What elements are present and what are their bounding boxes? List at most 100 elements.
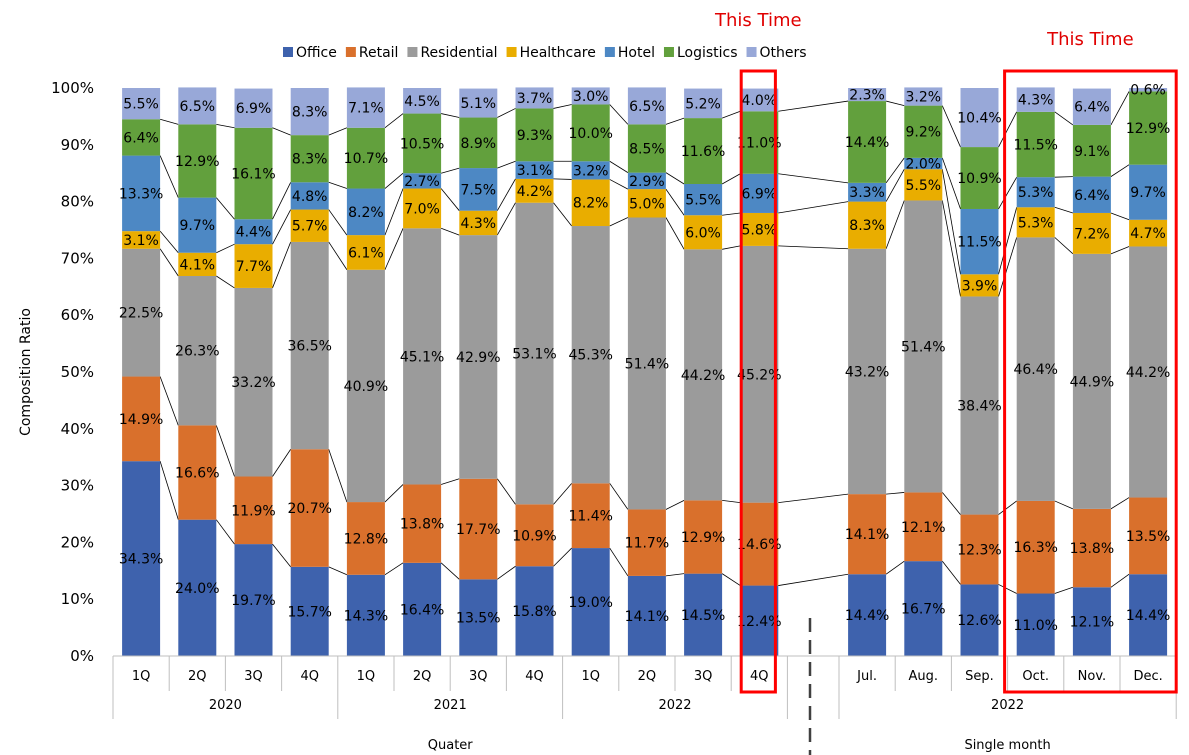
highlight-label: This Time [714,10,802,31]
bar-segment-logistics [346,127,385,189]
data-label: 12.9% [681,530,725,546]
x-group-label: 2020 [209,698,242,713]
bar-segment-retail [904,492,943,562]
bar-segment-others [459,88,498,118]
data-label: 10.7% [344,151,388,167]
bar-segment-residential [122,248,161,377]
connector-line [722,245,741,250]
data-label: 51.4% [625,356,669,372]
data-label: 24.0% [175,581,219,597]
connector-line [665,172,685,185]
connector-line [778,573,849,586]
connector-line [1054,176,1073,178]
bar-segment-hotel [290,182,329,210]
bar-segment-office [1072,587,1111,656]
data-label: 4.4% [236,225,272,241]
connector-line [497,565,516,580]
bar-segment-office [1016,593,1055,656]
connector-line [722,212,741,216]
connector-line [384,562,404,576]
data-label: 0.6% [1130,83,1166,99]
bar-segment-hotel [234,219,273,245]
bar-segment-office [234,544,273,656]
bar-segment-hotel [346,188,385,236]
data-label: 16.3% [1013,540,1057,556]
connector-line [721,110,741,119]
bar-segment-office [346,574,385,656]
data-label: 14.4% [845,135,889,151]
data-label: 4.3% [461,216,497,232]
bar-segment-office [1129,574,1168,656]
data-label: 10.4% [957,111,1001,127]
bar-segment-healthcare [290,209,329,242]
bar-segment-office [960,584,999,656]
connector-line [609,547,629,577]
bar-segment-residential [627,217,666,510]
bar-segment-retail [627,509,666,576]
data-label: 11.5% [1013,138,1057,154]
connector-line [328,449,348,503]
bar-segment-hotel [1016,177,1055,208]
data-label: 6.4% [1074,188,1110,204]
data-label: 46.4% [1013,362,1057,378]
data-label: 19.0% [568,595,612,611]
connector-line [665,188,685,216]
bar-segment-others [904,87,943,106]
axes: 0% 10% 20% 30% 40% 50% 60% 70% 80% 90% 100% 1Q 2Q 3Q 4… [51,79,1177,755]
x-tick-label: 2Q [413,669,432,684]
connector-line [440,167,460,174]
data-label: 12.1% [901,520,945,536]
data-label: 6.9% [742,186,778,202]
bar-segment-hotel [1072,176,1111,213]
bar-segment-logistics [1016,111,1055,178]
connector-line [553,547,572,567]
y-tick-label: 0% [70,647,94,665]
connector-line [941,200,961,297]
data-label: 3.0% [573,89,609,105]
bar-segment-others [346,87,385,128]
legend-swatch [345,47,356,57]
data-label: 14.4% [845,608,889,624]
data-label: 17.7% [456,522,500,538]
connector-line [1054,111,1074,126]
data-label: 8.2% [348,205,384,221]
bar-segment-office [122,461,161,656]
bar-segment-retail [515,504,554,567]
connector-line [665,573,685,577]
connector-line [885,200,905,249]
connector-line [440,188,460,211]
data-label: 13.5% [1126,529,1170,545]
bar-segment-hotel [1129,164,1168,220]
legend-label: Office [296,45,337,61]
bar-segment-logistics [1129,91,1168,165]
connector-line [159,461,179,520]
connector-line [941,157,961,210]
data-label: 4.5% [404,94,440,110]
data-label: 3.1% [517,163,553,179]
data-label: 5.8% [742,222,778,238]
bar-segment-residential [290,241,329,450]
connector-line [497,108,516,118]
bar-segment-logistics [459,117,498,169]
bar-segment-hotel [571,161,610,180]
data-label: 14.1% [845,527,889,543]
bar-segment-hotel [403,173,442,189]
data-label: 6.4% [123,130,159,146]
data-label: 5.2% [685,96,721,112]
bar-segment-office [684,573,723,656]
connector-line [1110,573,1130,588]
connector-line [272,241,292,289]
data-label: 12.9% [175,154,219,170]
legend-swatch [283,47,293,57]
connector-line [1054,206,1074,214]
data-label: 10.5% [400,136,444,152]
data-label: 7.2% [1074,226,1110,242]
data-label: 11.9% [231,503,275,519]
bar-segment-healthcare [346,235,385,270]
bar-segment-logistics [684,118,723,184]
data-label: 11.0% [1013,618,1057,634]
bar-segment-retail [1072,508,1111,588]
data-label: 53.1% [512,347,556,363]
connector-line [384,228,404,270]
